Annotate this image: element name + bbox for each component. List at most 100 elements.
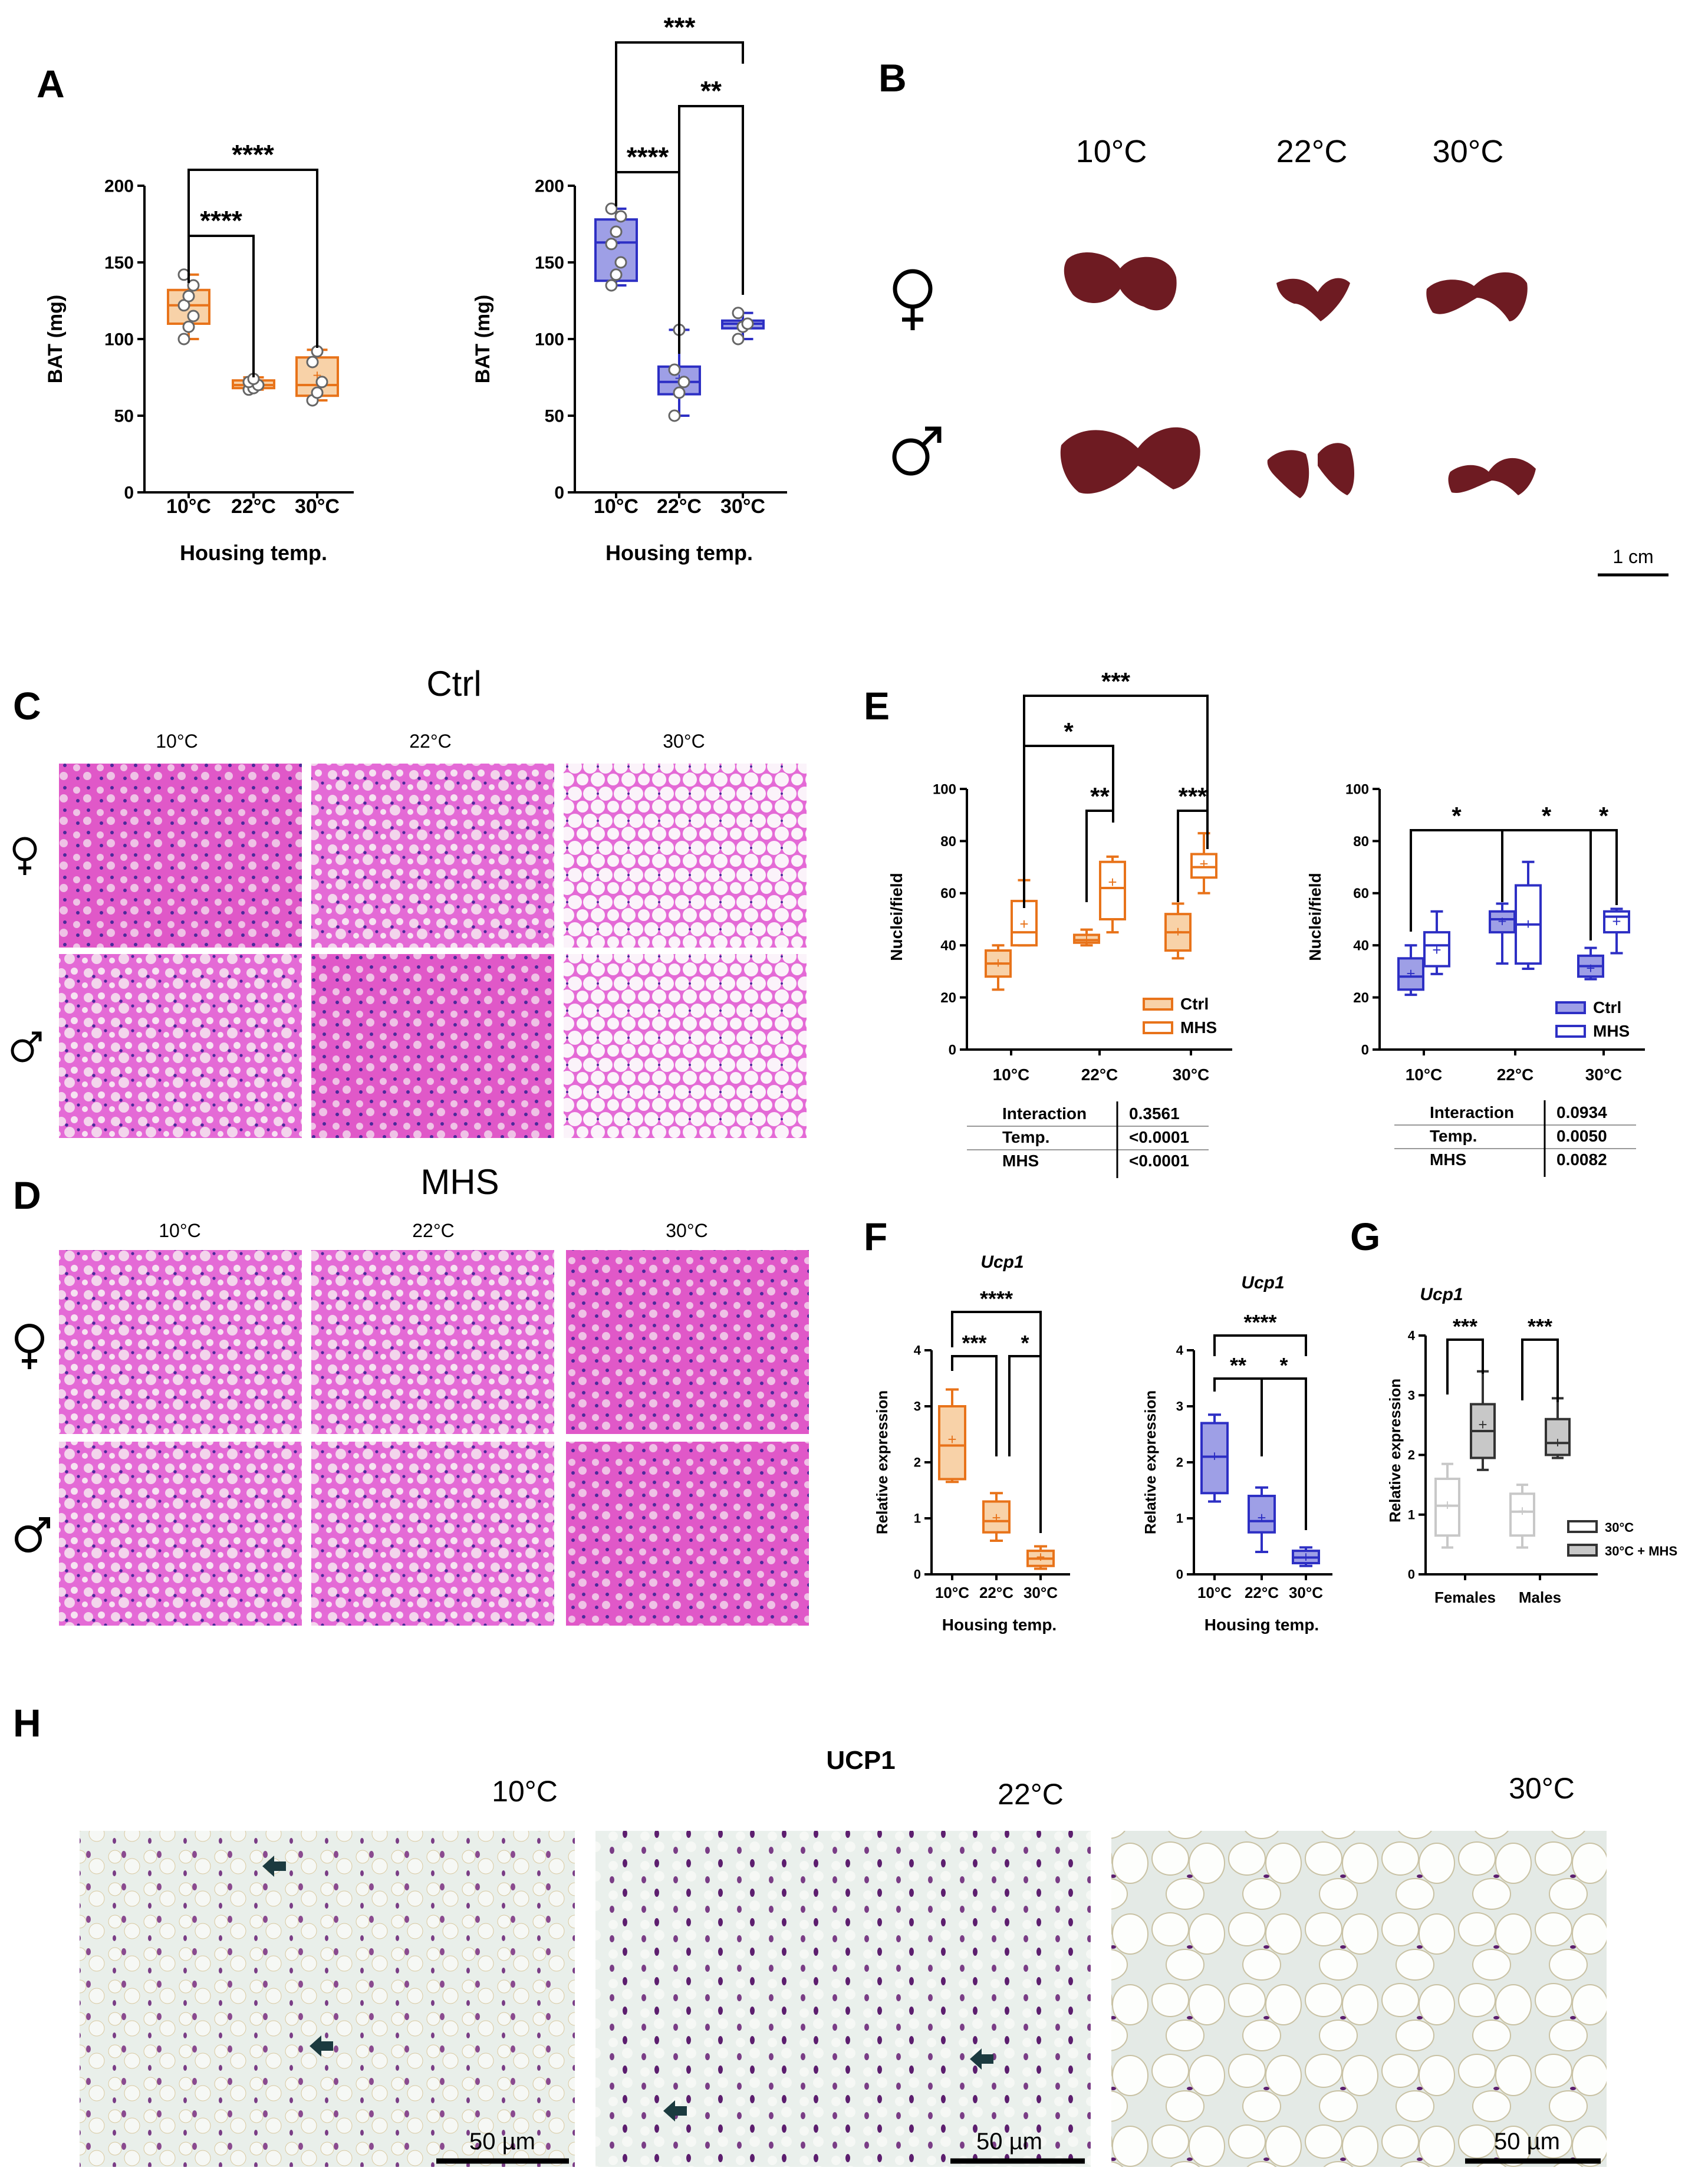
sig-bracket [951,1311,1042,1356]
he-ctrl-male-22 [311,954,554,1138]
box-2-mean: + [1301,1548,1310,1566]
he-mhs-male-10 [59,1442,302,1626]
male-symbol-icon [11,1031,42,1063]
box-mhs-1-box [1099,860,1126,921]
he-ctrl-male-30 [564,954,807,1138]
chart-a-female: 0 50 100 150 200 10°C 22°C 30°C BAT (mg) Housing … [44,139,354,565]
sig-label: * [1452,802,1462,830]
sig-label: * [1542,802,1552,830]
box-30-c-0-box [1434,1478,1460,1537]
x-tick-label: 10°C [935,1584,969,1601]
box-1-point [677,376,690,389]
d-temp-10: 10°C [159,1220,201,1241]
stats-pvalue: 0.0050 [1556,1127,1607,1145]
sig-bracket [1085,810,1114,902]
y-tick-label: 40 [940,938,956,954]
y-tick-label: 0 [1408,1567,1415,1582]
y-tick-label: 80 [1353,834,1369,850]
x-tick-label: 22°C [1245,1584,1279,1601]
box-0-mean: + [947,1430,956,1448]
y-tick-label: 0 [1176,1567,1183,1582]
sig-label: ** [700,75,722,106]
sig-label: **** [232,139,274,170]
box-0-point [182,320,195,333]
legend-swatch [1143,998,1173,1011]
chart-f-female: 0 1 2 3 4 10°C 22°C 30°C Relative expression Hous… [873,1252,1070,1634]
box-0-point [182,290,195,302]
b-scale-label: 1 cm [1612,546,1653,567]
sig-label: * [1279,1353,1288,1377]
box-ctrl-1-box [1489,910,1516,934]
box-2-point [315,376,328,389]
box-2-point [311,386,324,399]
legend-swatch [1567,1544,1598,1557]
sig-label: ** [1090,782,1110,810]
box-0-mean: + [1210,1448,1219,1465]
sig-bracket [1008,1355,1042,1533]
sig-label: *** [1178,782,1207,810]
y-tick-label: 80 [940,834,956,850]
sig-label: * [1064,718,1074,745]
stats-term: MHS [1002,1152,1039,1170]
chart-a-male: 0 50 100 150 200 10°C 22°C 30°C BAT (mg) Housing … [472,12,787,565]
y-axis-label: Nuclei/field [887,873,906,961]
he-mhs-female-22 [311,1250,554,1434]
box-0-point [177,333,190,346]
y-tick-label: 200 [104,177,134,196]
y-tick-label: 4 [1176,1343,1184,1358]
legend-swatch [1555,1001,1586,1014]
box-mhs-2-box [1190,853,1217,879]
x-tick-label: 30°C [1289,1584,1323,1601]
female-symbol-icon [893,269,933,330]
x-tick-label: 30°C [1173,1065,1210,1084]
x-tick-label: 22°C [657,495,702,518]
c-temp-10: 10°C [156,731,198,752]
stats-table-e-female: Interaction 0.3561 Temp. <0.0001 MHS <0.0001 [967,1101,1209,1178]
x-tick-label: 30°C [1585,1065,1623,1084]
sig-label: *** [962,1331,986,1355]
box-1-mean: + [1257,1509,1266,1527]
panel-label-a: A [37,62,65,106]
sig-label: * [1599,802,1609,830]
x-tick-label: 30°C [720,495,765,518]
y-tick-label: 100 [535,330,564,350]
stats-table-e-male: Interaction 0.0934 Temp. 0.0050 MHS 0.0082 [1394,1100,1636,1177]
h-scale-label-22: 50 µm [976,2129,1042,2155]
box-1-box [1248,1495,1276,1534]
y-tick-label: 100 [1345,781,1369,797]
sig-bracket [951,1355,998,1456]
box-2-point [732,333,745,346]
y-tick-label: 0 [914,1567,921,1582]
x-axis-label: Housing temp. [942,1616,1057,1634]
bat-tissue-images [1060,252,1536,498]
stats-pvalue: 0.0082 [1556,1150,1607,1169]
box-30-c-0-mean: + [1443,1497,1452,1514]
stats-term: Temp. [1002,1128,1049,1146]
legend-swatch [1143,1021,1173,1034]
box-2-mean: + [1036,1548,1045,1566]
x-tick-label: 30°C [1024,1584,1058,1601]
sig-bracket [678,105,744,295]
sig-label: *** [1528,1314,1552,1338]
box-30-c-1-mean: + [1518,1502,1526,1520]
legend-swatch [1555,1025,1586,1038]
y-tick-label: 100 [104,330,134,350]
panel-label-c: C [13,684,41,728]
sig-label: *** [664,12,696,42]
arrow-left-icon [970,2048,993,2070]
h-temp-22: 22°C [998,1778,1064,1811]
y-tick-label: 50 [545,407,564,426]
d-title: MHS [420,1162,499,1202]
box-0-point [605,202,618,215]
box-ctrl-1-mean: + [1498,912,1506,930]
x-tick-label: 10°C [594,495,639,518]
box-ctrl-0-mean: + [993,954,1002,972]
box-mhs-0-mean: + [1432,941,1441,959]
panel-label-d: D [13,1173,41,1217]
stats-pvalue: <0.0001 [1129,1152,1189,1170]
sig-bracket [187,169,318,348]
male-symbol-icon [892,426,942,476]
arrow-left-icon [262,1856,286,1877]
stats-pvalue: <0.0001 [1129,1128,1189,1146]
